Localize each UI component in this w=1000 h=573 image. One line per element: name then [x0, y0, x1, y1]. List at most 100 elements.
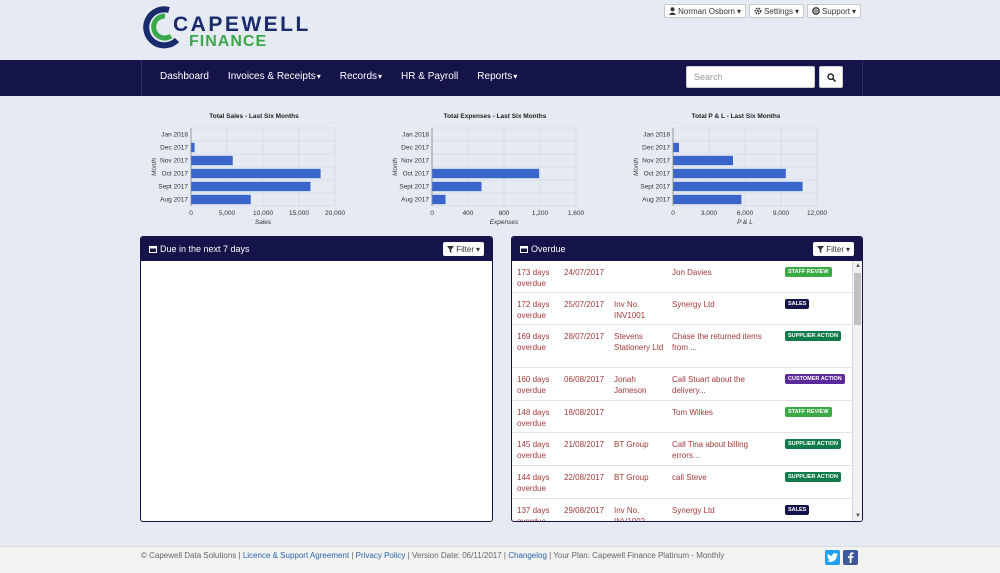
status-badge: SALES [785, 505, 810, 515]
overdue-days: 148 days overdue [517, 408, 550, 428]
twitter-icon[interactable] [825, 550, 840, 565]
x-tick-label: 20,000 [325, 210, 345, 217]
status-badge: SUPPLIER ACTION [785, 472, 841, 482]
y-tick-label: Oct 2017 [162, 171, 189, 178]
footer-privacy-link[interactable]: Privacy Policy [355, 551, 406, 560]
overdue-row[interactable]: 160 days overdue 06/08/2017 Jonah Jameson C… [512, 368, 852, 401]
scroll-up-arrow-icon[interactable]: ▲ [855, 263, 861, 269]
logo-text-capewell: CAPEWELL [173, 13, 311, 36]
footer: © Capewell Data Solutions | Licence & Su… [0, 546, 1000, 573]
overdue-row[interactable]: 172 days overdue 25/07/2017 Inv No. INV100… [512, 293, 852, 325]
y-tick-label: Nov 2017 [401, 158, 429, 165]
x-axis-label: P & L [737, 219, 753, 226]
overdue-description: call Steve [672, 473, 707, 482]
y-tick-label: Nov 2017 [160, 158, 188, 165]
overdue-reference: Inv No. INV1002 [614, 506, 645, 521]
y-tick-label: Aug 2017 [401, 197, 429, 204]
overdue-filter-button[interactable]: Filter [813, 242, 854, 256]
nav-hr-payroll[interactable]: HR & Payroll [401, 71, 459, 82]
sales-chart: Total Sales - Last Six Months 0 5,000 10,00… [145, 110, 345, 230]
nav-menu: Dashboard Invoices & Receipts Records HR… [160, 71, 536, 82]
user-menu-button[interactable]: Norman Osborn [664, 4, 747, 18]
overdue-days: 137 days overdue [517, 506, 550, 521]
due-filter-label: Filter [456, 244, 474, 254]
support-menu-label: Support [821, 6, 850, 16]
search-input[interactable] [686, 66, 815, 88]
social-links [825, 550, 858, 565]
chart-title: Total Sales - Last Six Months [209, 113, 299, 120]
overdue-scrollbar[interactable]: ▲ ▼ [852, 261, 862, 521]
footer-licence-link[interactable]: Licence & Support Agreement [242, 551, 350, 560]
overdue-date: 29/08/2017 [564, 506, 605, 515]
overdue-description: Chase the returned items from ... [672, 332, 762, 352]
overdue-row[interactable]: 144 days overdue 22/08/2017 BT Group call S… [512, 466, 852, 499]
expenses-chart: Total Expenses - Last Six Months 0 400 800 1… [386, 110, 586, 230]
footer-version: Version Date: 06/11/2017 [411, 551, 502, 560]
footer-plan: Your Plan: Capewell Finance Platinum - M… [553, 551, 725, 560]
settings-menu-button[interactable]: Settings [749, 4, 804, 18]
chart-title: Total Expenses - Last Six Months [444, 113, 547, 120]
overdue-days: 173 days overdue [517, 268, 550, 288]
x-tick-label: 0 [189, 210, 193, 217]
y-tick-label: Sept 2017 [640, 184, 670, 191]
calendar-icon [520, 246, 528, 253]
status-badge: SUPPLIER ACTION [785, 331, 841, 341]
due-panel-title-text: Due in the next 7 days [160, 244, 250, 254]
lifebuoy-icon [812, 7, 820, 15]
overdue-row[interactable]: 173 days overdue 24/07/2017 Jon Davies STAF… [512, 261, 852, 293]
x-tick-label: 0 [671, 210, 675, 217]
y-tick-label: Nov 2017 [642, 158, 670, 165]
status-badge: SALES [785, 299, 810, 309]
due-filter-button[interactable]: Filter [443, 242, 484, 256]
gear-icon [754, 7, 762, 15]
capewell-logo[interactable]: CAPEWELL FINANCE [141, 4, 308, 54]
y-tick-label: Sept 2017 [399, 184, 429, 191]
x-tick-label: 400 [463, 210, 474, 217]
logo-text-finance: FINANCE [189, 33, 268, 50]
overdue-row[interactable]: 145 days overdue 21/08/2017 BT Group Call T… [512, 433, 852, 466]
x-axis-label: Expenses [490, 219, 519, 226]
top-menu: Norman Osborn Settings Support [664, 4, 861, 18]
chart-svg: Total Sales - Last Six Months 0 5,000 10,00… [151, 113, 345, 226]
overdue-panel: Overdue Filter 173 days overdue 24/07/201… [511, 236, 863, 522]
chart-svg: Total Expenses - Last Six Months 0 400 800 1… [392, 113, 585, 226]
nav-invoices-receipts[interactable]: Invoices & Receipts [228, 71, 321, 82]
overdue-date: 24/07/2017 [564, 268, 605, 277]
x-tick-label: 6,000 [737, 210, 754, 217]
overdue-reference: Jonah Jameson [614, 375, 647, 395]
scroll-down-arrow-icon[interactable]: ▼ [855, 513, 861, 519]
due-panel-header: Due in the next 7 days Filter [141, 237, 492, 261]
overdue-row[interactable]: 137 days overdue 29/08/2017 Inv No. INV100… [512, 499, 852, 521]
y-axis-label: Month [392, 158, 399, 176]
facebook-icon[interactable] [843, 550, 858, 565]
overdue-days: 160 days overdue [517, 375, 550, 395]
x-tick-label: 15,000 [289, 210, 309, 217]
calendar-icon [149, 246, 157, 253]
overdue-row[interactable]: 148 days overdue 18/08/2017 Tom Wilkes STAF… [512, 401, 852, 433]
overdue-description: Synergy Ltd [672, 300, 715, 309]
overdue-panel-header: Overdue Filter [512, 237, 862, 261]
x-tick-label: 1,600 [568, 210, 585, 217]
search-button[interactable] [819, 66, 843, 88]
overdue-days: 144 days overdue [517, 473, 550, 493]
nav-records[interactable]: Records [340, 71, 382, 82]
support-menu-button[interactable]: Support [806, 4, 861, 18]
x-axis-label: Sales [255, 219, 272, 226]
overdue-date: 06/08/2017 [564, 375, 605, 384]
overdue-description: Jon Davies [672, 268, 712, 277]
overdue-reference: BT Group [614, 440, 649, 449]
y-tick-label: Dec 2017 [160, 145, 188, 152]
search-icon [826, 72, 836, 82]
x-tick-label: 5,000 [219, 210, 236, 217]
bar [673, 194, 742, 205]
nav-dashboard[interactable]: Dashboard [160, 71, 209, 82]
scroll-thumb[interactable] [854, 273, 861, 325]
x-tick-label: 1,200 [532, 210, 549, 217]
footer-changelog-link[interactable]: Changelog [508, 551, 547, 560]
overdue-row[interactable]: 169 days overdue 28/07/2017 Stevens Statio… [512, 325, 852, 368]
bar [191, 194, 251, 205]
bar [191, 142, 195, 153]
x-tick-label: 0 [430, 210, 434, 217]
nav-reports[interactable]: Reports [477, 71, 517, 82]
bar [673, 168, 786, 179]
